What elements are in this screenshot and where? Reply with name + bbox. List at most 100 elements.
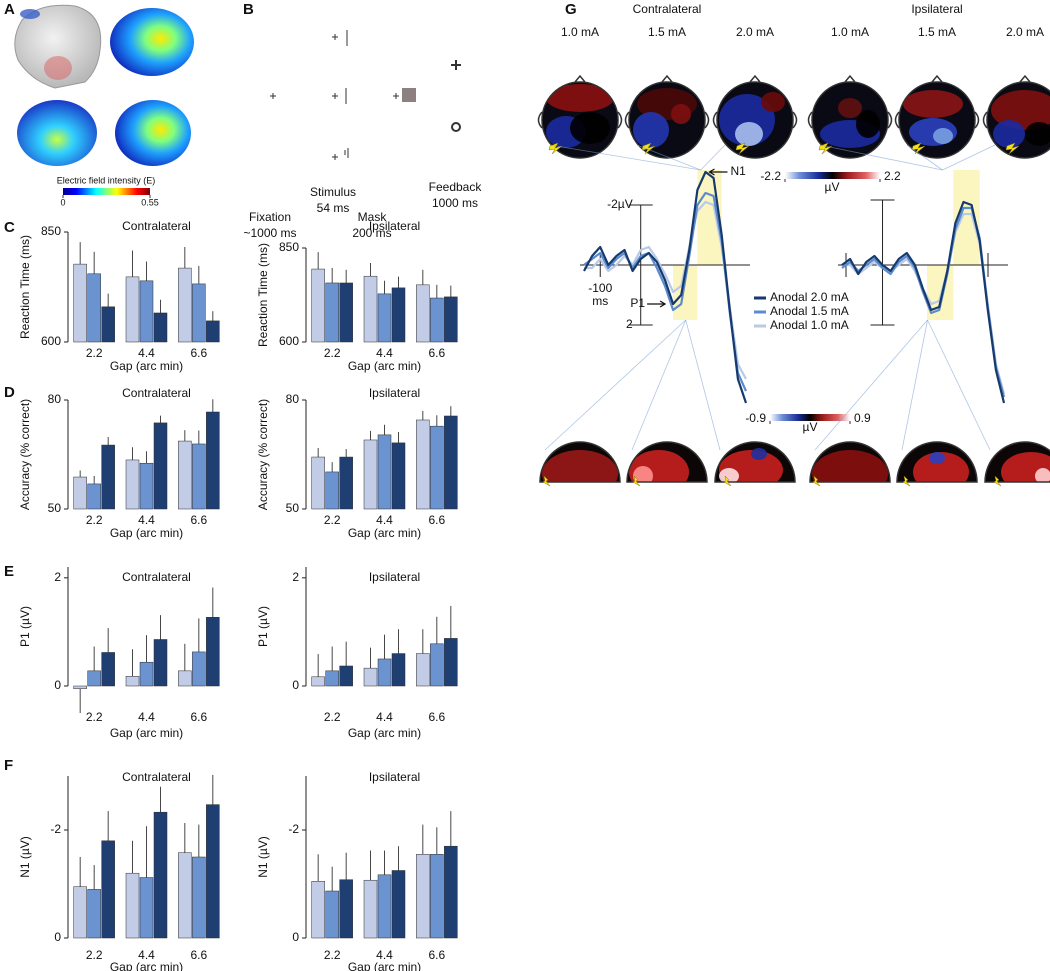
topomap-half [540, 442, 620, 482]
bar [192, 283, 206, 343]
panel-b [270, 30, 461, 160]
bar [206, 804, 220, 939]
y-tick-label: -2µV [607, 197, 633, 211]
bar [430, 297, 444, 343]
bar [430, 854, 444, 939]
bar [206, 411, 220, 510]
x-tick-label: 6.6 [190, 710, 207, 724]
topomap-outline [539, 441, 621, 483]
x-tick-label: 6.6 [428, 710, 445, 724]
intensity-label: 1.5 mA [648, 25, 686, 39]
topomap [629, 82, 705, 158]
topomap-outline [541, 81, 619, 159]
step-duration: 1000 ms [432, 196, 478, 210]
x-tick-label: 6.6 [190, 513, 207, 527]
chart-title: Ipsilateral [369, 770, 420, 784]
bar [444, 845, 458, 939]
bar [430, 425, 444, 510]
x-tick-label: 6.6 [428, 346, 445, 360]
topomap-outline [898, 81, 976, 159]
topomap [899, 82, 975, 158]
stimulation-icon [902, 475, 911, 487]
ear [537, 74, 623, 129]
bar [416, 284, 430, 343]
fixation-cross [270, 34, 399, 160]
y-axis-label: N1 (µV) [18, 836, 32, 878]
y-axis-label: Accuracy (% correct) [256, 399, 270, 510]
bar [192, 443, 206, 510]
bar [391, 442, 406, 510]
stimulation-icon [735, 142, 750, 155]
x-tick-label: 6.6 [190, 346, 207, 360]
y-tick-label: 0 [54, 678, 61, 692]
colorbar-unit: µV [825, 180, 840, 194]
bar [311, 456, 325, 510]
y-tick-label: 600 [279, 334, 299, 348]
brain-field [115, 100, 191, 166]
bar [87, 889, 101, 939]
bar [73, 476, 87, 510]
bar [339, 879, 353, 939]
topomap-blob [671, 104, 691, 124]
y-tick-label: -2 [288, 822, 299, 836]
step-label: Stimulus [310, 185, 356, 199]
y-tick-label: 850 [279, 240, 299, 254]
bar [206, 320, 220, 343]
colorbar-tick-label: 0 [60, 197, 65, 207]
topomap-blob [735, 122, 763, 146]
y-axis-label: Reaction Time (ms) [256, 243, 270, 347]
bar [363, 667, 378, 687]
x-axis-label: Gap (arc min) [348, 526, 421, 540]
bar [153, 422, 168, 510]
connector [549, 144, 701, 171]
bar [153, 811, 168, 939]
chart-title: Ipsilateral [369, 386, 420, 400]
y-axis-label: P1 (µV) [256, 606, 270, 647]
x-tick-label: 2.2 [324, 710, 341, 724]
x-axis-label: Gap (arc min) [348, 359, 421, 373]
bar [101, 652, 115, 687]
topomap-blob [761, 92, 785, 112]
bar [139, 280, 154, 343]
bar [416, 854, 430, 939]
x-tick-label: 4.4 [376, 710, 393, 724]
topomap-outline [811, 81, 889, 159]
y-axis-label: Accuracy (% correct) [18, 399, 32, 510]
ear [712, 74, 798, 129]
chart-title: Contralateral [122, 219, 191, 233]
bar [178, 440, 192, 510]
step-label: Feedback [429, 180, 483, 194]
topomap-blob [546, 84, 614, 112]
topomap-blob [633, 466, 653, 482]
bar [125, 276, 140, 343]
chart-title: Ipsilateral [369, 570, 420, 584]
panel-label: B [243, 1, 254, 18]
topomap-half [985, 442, 1050, 482]
step-duration: 200 ms [352, 226, 391, 240]
bar [444, 638, 458, 687]
y-tick-label: 0 [292, 678, 299, 692]
step-duration: ~1000 ms [243, 226, 296, 240]
topomap-outline [716, 81, 794, 159]
x-tick-label: 2.2 [86, 948, 103, 962]
x-tick-label: 2.2 [86, 513, 103, 527]
y-axis-label: Reaction Time (ms) [18, 235, 32, 339]
x-tick-label: 4.4 [376, 513, 393, 527]
bar [416, 653, 430, 687]
bar [139, 877, 154, 939]
brain-field [110, 8, 194, 76]
x-tick-label: 4.4 [376, 948, 393, 962]
bar [391, 653, 406, 687]
legend-label: Anodal 1.0 mA [770, 318, 849, 332]
y-axis-label: N1 (µV) [256, 836, 270, 878]
colorbar-tick-label: 2.2 [884, 169, 901, 183]
topomap-blob [993, 120, 1025, 148]
step-label: Mask [358, 210, 388, 224]
stimulation-icon [542, 475, 551, 487]
topomap-blob [991, 90, 1050, 130]
connector [544, 319, 686, 451]
topomap-blob [913, 452, 969, 482]
bar [339, 282, 353, 343]
topomap-outline [896, 441, 978, 483]
